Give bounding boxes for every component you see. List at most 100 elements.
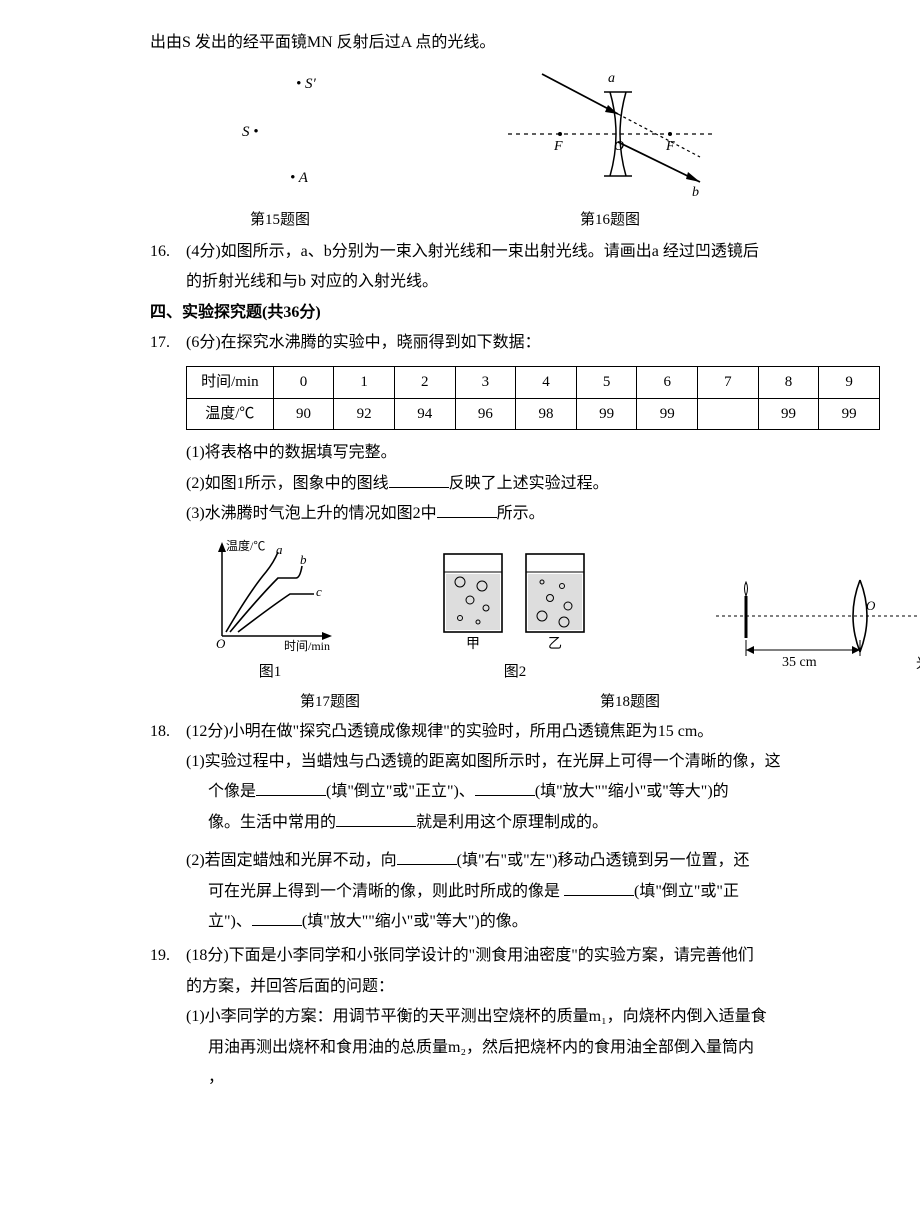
q17-p3: (3)水沸腾时气泡上升的情况如图2中所示。 xyxy=(40,499,880,529)
svg-text:光屏: 光屏 xyxy=(916,656,920,672)
blank xyxy=(397,847,457,866)
table-cell: 94 xyxy=(394,398,455,430)
q19-points: (18分) xyxy=(186,947,229,964)
q18-p2-l2: 可在光屏上得到一个清晰的像，则此时所成的像是 (填"倒立"或"正 xyxy=(40,877,880,907)
svg-text:O: O xyxy=(216,636,226,651)
table-cell: 99 xyxy=(637,398,698,430)
figure-row-17-18: 温度/℃ 时间/min O a b c 图1 xyxy=(200,536,880,687)
caption-row-17-18: 第17题图 第18题图 xyxy=(300,688,880,717)
table-cell: 7 xyxy=(698,367,759,399)
q18-p2-l1: (2)若固定蜡烛和光屏不动，向(填"右"或"左")移动凸透镜到另一位置，还 xyxy=(40,846,880,876)
table-cell: 4 xyxy=(516,367,577,399)
q19-p1-l2: 用油再测出烧杯和食用油的总质量m₂，然后把烧杯内的食用油全部倒入量筒内 xyxy=(40,1033,880,1063)
figure-row-15-16: • S′ S • • A 第15题图 F F O a xyxy=(40,64,880,235)
q16-line2: 的折射光线和与b 对应的入射光线。 xyxy=(40,267,880,297)
blank xyxy=(252,907,302,926)
fig16-caption: 第16题图 xyxy=(580,206,640,235)
blank xyxy=(336,808,416,827)
q16-points: (4分) xyxy=(186,243,221,260)
fig16-svg: F F O a b xyxy=(500,64,720,204)
svg-text:时间/min: 时间/min xyxy=(284,639,330,653)
svg-text:35 cm: 35 cm xyxy=(782,655,817,670)
table-cell: 98 xyxy=(516,398,577,430)
q19: 19. (18分)下面是小李同学和小张同学设计的"测食用油密度"的实验方案，请完… xyxy=(40,941,880,971)
table-cell: 1 xyxy=(334,367,395,399)
fig17-cap2: 图2 xyxy=(504,658,527,687)
q17-table: 时间/min0123456789温度/℃909294969899999999 xyxy=(186,366,880,430)
q19-lead-a: 下面是小李同学和小张同学设计的"测食用油密度"的实验方案，请完善他们 xyxy=(229,947,754,964)
fig18-caption: 第18题图 xyxy=(600,688,660,717)
q18-num: 18. xyxy=(40,717,186,747)
table-cell: 92 xyxy=(334,398,395,430)
svg-text:O: O xyxy=(614,139,624,154)
blank xyxy=(389,469,449,488)
q19-p1-l3: ， xyxy=(40,1063,880,1093)
q17-p2: (2)如图1所示，图象中的图线反映了上述实验过程。 xyxy=(40,469,880,499)
table-cell: 8 xyxy=(758,367,819,399)
svg-text:F: F xyxy=(553,139,563,154)
table-cell: 9 xyxy=(819,367,880,399)
table-cell: 6 xyxy=(637,367,698,399)
svg-text:b: b xyxy=(300,552,307,567)
section-4-heading: 四、实验探究题(共36分) xyxy=(40,298,880,328)
q16: 16. (4分)如图所示，a、b分别为一束入射光线和一束出射光线。请画出a 经过… xyxy=(40,237,880,267)
blank xyxy=(564,877,634,896)
fig15-caption: 第15题图 xyxy=(250,206,310,235)
fig15-a: • A xyxy=(290,170,309,186)
fig15-svg: • S′ S • • A xyxy=(200,64,360,204)
svg-text:O: O xyxy=(866,598,876,613)
q18-points: (12分) xyxy=(186,723,229,740)
svg-text:甲: 甲 xyxy=(466,637,480,652)
table-cell: 时间/min xyxy=(187,367,274,399)
svg-text:乙: 乙 xyxy=(548,636,562,652)
q17-lead-text: 在探究水沸腾的实验中，晓丽得到如下数据： xyxy=(221,334,541,351)
svg-text:c: c xyxy=(316,584,322,599)
table-cell: 0 xyxy=(273,367,334,399)
fig18: O 光屏 35 cm xyxy=(710,566,920,686)
figure-16: F F O a b 第16题图 xyxy=(500,64,720,235)
figure-15: • S′ S • • A 第15题图 xyxy=(200,64,360,235)
fig17-graph: 温度/℃ 时间/min O a b c 图1 xyxy=(200,536,340,687)
fig17-beakers: 甲 乙 图2 xyxy=(430,536,600,687)
table-row: 温度/℃909294969899999999 xyxy=(187,398,880,430)
svg-text:F: F xyxy=(665,139,675,154)
table-row: 时间/min0123456789 xyxy=(187,367,880,399)
q18-p1-l1: (1)实验过程中，当蜡烛与凸透镜的距离如图所示时，在光屏上可得一个清晰的像，这 xyxy=(40,747,880,777)
q16-num: 16. xyxy=(40,237,186,267)
q19-p1-l1: (1)小李同学的方案：用调节平衡的天平测出空烧杯的质量m₁，向烧杯内倒入适量食 xyxy=(40,1002,880,1032)
q18-p2-l3: 立")、(填"放大""缩小"或"等大")的像。 xyxy=(40,907,880,937)
q19-lead-b: 的方案，并回答后面的问题： xyxy=(40,972,880,1002)
q18: 18. (12分)小明在做"探究凸透镜成像规律"的实验时，所用凸透镜焦距为15 … xyxy=(40,717,880,747)
q18-lead: (12分)小明在做"探究凸透镜成像规律"的实验时，所用凸透镜焦距为15 cm。 xyxy=(186,717,880,747)
svg-text:温度/℃: 温度/℃ xyxy=(226,538,265,553)
blank xyxy=(256,778,326,797)
fig17-cap1: 图1 xyxy=(259,658,282,687)
q17-p1: (1)将表格中的数据填写完整。 xyxy=(40,438,880,468)
svg-text:b: b xyxy=(692,185,699,200)
q17: 17. (6分)在探究水沸腾的实验中，晓丽得到如下数据： xyxy=(40,328,880,358)
table-cell xyxy=(698,398,759,430)
blank xyxy=(437,500,497,519)
q16-body: (4分)如图所示，a、b分别为一束入射光线和一束出射光线。请画出a 经过凹透镜后 xyxy=(186,237,880,267)
q19-lead: (18分)下面是小李同学和小张同学设计的"测食用油密度"的实验方案，请完善他们 xyxy=(186,941,880,971)
q19-num: 19. xyxy=(40,941,186,971)
table-cell: 90 xyxy=(273,398,334,430)
table-cell: 99 xyxy=(576,398,637,430)
table-cell: 3 xyxy=(455,367,516,399)
blank xyxy=(475,778,535,797)
table-cell: 99 xyxy=(758,398,819,430)
intro-line: 出由S 发出的经平面镜MN 反射后过A 点的光线。 xyxy=(40,28,880,58)
table-cell: 2 xyxy=(394,367,455,399)
q17-lead: (6分)在探究水沸腾的实验中，晓丽得到如下数据： xyxy=(186,328,880,358)
fig17-caption: 第17题图 xyxy=(300,688,360,717)
q17-points: (6分) xyxy=(186,334,221,351)
svg-text:a: a xyxy=(608,71,615,86)
svg-text:a: a xyxy=(276,542,283,557)
table-cell: 99 xyxy=(819,398,880,430)
q18-lead-text: 小明在做"探究凸透镜成像规律"的实验时，所用凸透镜焦距为15 cm。 xyxy=(229,723,714,740)
table-cell: 96 xyxy=(455,398,516,430)
q18-p1-l3: 像。生活中常用的就是利用这个原理制成的。 xyxy=(40,808,880,838)
q17-num: 17. xyxy=(40,328,186,358)
q16-text-a: 如图所示，a、b分别为一束入射光线和一束出射光线。请画出a 经过凹透镜后 xyxy=(221,243,759,260)
table-cell: 温度/℃ xyxy=(187,398,274,430)
